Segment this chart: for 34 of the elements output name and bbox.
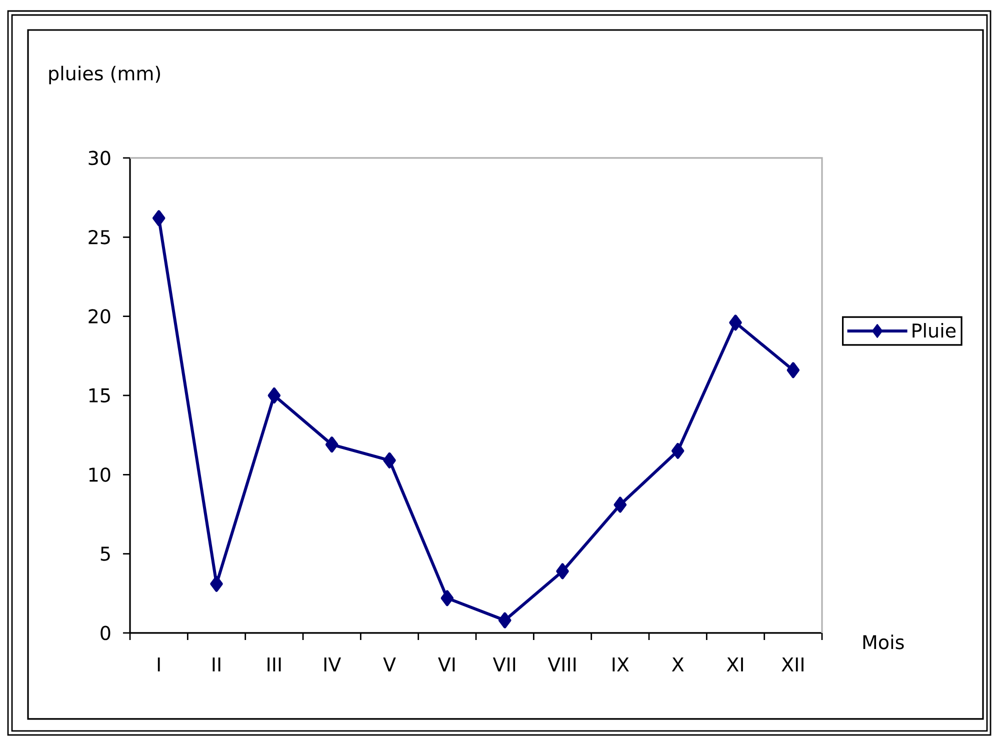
point (671, 442, 684, 459)
point (556, 563, 569, 580)
y-tick-label: 30 (88, 150, 110, 166)
x-tick-label: II (212, 658, 220, 672)
x-tick-label: XI (726, 658, 743, 672)
legend-label: Pluie (912, 323, 956, 338)
y-tick-label: 15 (89, 388, 110, 403)
point (729, 314, 742, 331)
y-tick-label: 20 (88, 309, 110, 324)
x-axis-title: Mois (863, 634, 904, 650)
point (152, 210, 166, 226)
point (383, 452, 396, 468)
x-tick-label: VI (438, 658, 455, 672)
y-axis-title: pluies (mm) (49, 66, 160, 84)
x-tick-label: VII (492, 658, 516, 672)
x-tick-label: III (268, 658, 281, 672)
y-tick-label: 0 (100, 626, 110, 640)
point (440, 590, 454, 606)
x-tick-label: V (383, 658, 396, 672)
x-tick-label: IV (324, 658, 341, 672)
y-tick-label: 10 (89, 467, 110, 482)
x-tick-label: X (672, 658, 684, 672)
x-tick-label: I (158, 658, 160, 672)
point (786, 362, 800, 378)
y-tick-label: 5 (100, 546, 110, 561)
point (268, 387, 281, 404)
point (210, 576, 223, 592)
x-tick-label: IX (612, 658, 629, 672)
point (498, 612, 512, 628)
point (614, 496, 627, 513)
x-tick-label: VIII (548, 658, 576, 672)
x-tick-label: XII (782, 658, 804, 672)
point (325, 436, 338, 453)
y-tick-label: 25 (88, 230, 110, 244)
